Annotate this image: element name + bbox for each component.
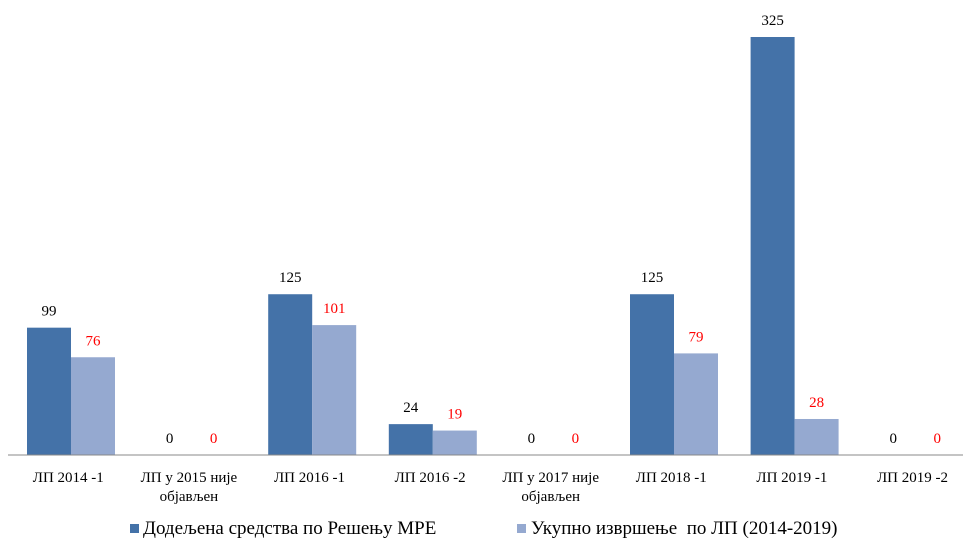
x-tick-label-2-line1: ЛП у 2015 није bbox=[141, 470, 238, 486]
x-tick-label-1: ЛП 2014 -1 bbox=[33, 470, 104, 486]
plot-area: 99 76 ЛП 2014 -1 0 0 ЛП у 2015 није објављен 12… bbox=[27, 13, 948, 505]
x-tick-label-4: ЛП 2016 -2 bbox=[395, 470, 466, 486]
data-label-s1-6: 125 bbox=[641, 270, 664, 286]
data-label-s1-8: 0 bbox=[889, 431, 897, 447]
x-tick-label-5-line1: ЛП у 2017 није bbox=[502, 470, 599, 486]
bar-s2-7 bbox=[794, 418, 839, 455]
bar-s1-7 bbox=[750, 37, 795, 455]
data-label-s2-8: 0 bbox=[933, 431, 941, 447]
x-tick-label-2-line2: објављен bbox=[160, 489, 219, 505]
x-tick-label-6: ЛП 2018 -1 bbox=[636, 470, 707, 486]
x-tick-label-7: ЛП 2019 -1 bbox=[756, 470, 827, 486]
data-label-s1-1: 99 bbox=[42, 304, 57, 320]
bar-s1-3 bbox=[268, 294, 313, 455]
legend-label-2: Укупно извршење по ЛП (2014-2019) bbox=[531, 518, 837, 539]
legend-marker-1 bbox=[130, 524, 139, 533]
data-label-s2-6: 79 bbox=[689, 329, 704, 345]
data-label-s2-1: 76 bbox=[86, 333, 102, 349]
data-label-s1-7: 325 bbox=[761, 13, 784, 29]
bar-s2-3 bbox=[312, 325, 357, 455]
x-tick-label-8: ЛП 2019 -2 bbox=[877, 470, 948, 486]
bar-s1-4 bbox=[388, 424, 433, 455]
bar-s1-1 bbox=[27, 327, 71, 455]
data-label-s2-7: 28 bbox=[809, 395, 824, 411]
legend: Додељена средства по Решењу МРЕ Укупно из… bbox=[130, 518, 837, 539]
data-label-s1-4: 24 bbox=[403, 400, 419, 416]
data-label-s2-5: 0 bbox=[572, 431, 580, 447]
bar-s1-6 bbox=[630, 294, 674, 455]
data-label-s1-5: 0 bbox=[528, 431, 536, 447]
data-label-s2-4: 19 bbox=[447, 407, 462, 423]
bar-s2-6 bbox=[674, 353, 718, 455]
data-label-s2-2: 0 bbox=[210, 431, 218, 447]
x-tick-label-5-line2: објављен bbox=[521, 489, 580, 505]
x-tick-label-3: ЛП 2016 -1 bbox=[274, 470, 345, 486]
data-label-s1-2: 0 bbox=[166, 431, 174, 447]
data-label-s1-3: 125 bbox=[279, 270, 302, 286]
legend-label-1: Додељена средства по Решењу МРЕ bbox=[143, 518, 436, 539]
legend-marker-2 bbox=[517, 524, 526, 533]
bar-s2-1 bbox=[71, 357, 115, 455]
bar-s2-4 bbox=[432, 430, 477, 455]
data-label-s2-3: 101 bbox=[323, 301, 346, 317]
